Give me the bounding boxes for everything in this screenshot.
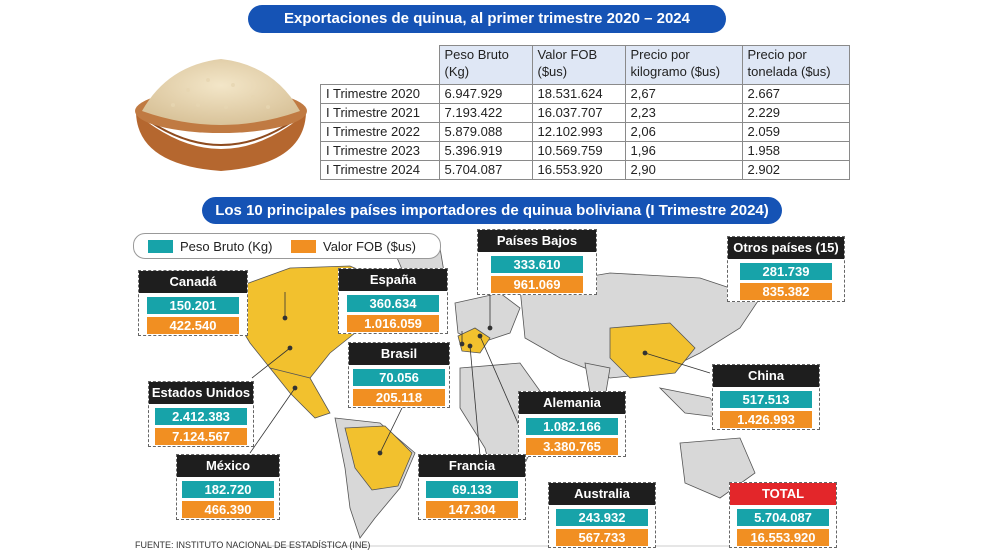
country-name: Otros países (15) [728,237,844,259]
peso-value: 70.056 [353,369,445,386]
country-box-mexico: México 182.720 466.390 [176,454,280,520]
table-cell: 2,23 [624,103,743,123]
page-title: Exportaciones de quinua, al primer trime… [248,5,726,33]
quarterly-exports-table: Peso Bruto (Kg) Valor FOB ($us) Precio p… [320,45,850,180]
table-cell: 1.958 [741,141,850,161]
valor-value: 835.382 [740,283,832,300]
valor-value: 1.426.993 [720,411,812,428]
source-note: FUENTE: INSTITUTO NACIONAL DE ESTADÍSTIC… [135,540,371,550]
country-name: México [177,455,279,477]
peso-value: 517.513 [720,391,812,408]
table-header-cell: Precio por kilogramo ($us) [624,45,743,85]
quinoa-bowl-image [135,59,307,171]
table-cell: 18.531.624 [531,84,626,104]
country-name: Australia [549,483,655,505]
peso-value: 5.704.087 [737,509,829,526]
valor-value: 147.304 [426,501,518,518]
valor-value: 3.380.765 [526,438,618,455]
table-cell: I Trimestre 2021 [320,103,440,123]
valor-value: 961.069 [491,276,583,293]
total-box: TOTAL 5.704.087 16.553.920 [729,482,837,548]
map-title: Los 10 principales países importadores d… [202,197,782,224]
valor-value: 466.390 [182,501,274,518]
table-cell: 2.667 [741,84,850,104]
country-name: Alemania [519,392,625,414]
peso-value: 1.082.166 [526,418,618,435]
country-name: China [713,365,819,387]
table-cell: 2,06 [624,122,743,142]
table-cell: 16.037.707 [531,103,626,123]
peso-value: 281.739 [740,263,832,280]
table-cell: 1,96 [624,141,743,161]
country-box-canada: Canadá 150.201 422.540 [138,270,248,336]
peso-value: 360.634 [347,295,439,312]
table-cell: 2,67 [624,84,743,104]
table-cell: 2.059 [741,122,850,142]
country-name: Francia [419,455,525,477]
table-cell: 2,90 [624,160,743,180]
table-row: I Trimestre 2023 5.396.919 10.569.759 1,… [320,141,850,161]
table-cell: 10.569.759 [531,141,626,161]
country-box-francia: Francia 69.133 147.304 [418,454,526,520]
country-box-espana: España 360.634 1.016.059 [338,268,448,334]
country-box-alemania: Alemania 1.082.166 3.380.765 [518,391,626,457]
table-cell: 5.396.919 [438,141,533,161]
peso-value: 333.610 [491,256,583,273]
table-cell: 5.704.087 [438,160,533,180]
table-row: I Trimestre 2022 5.879.088 12.102.993 2,… [320,122,850,142]
country-name: Canadá [139,271,247,293]
total-label: TOTAL [730,483,836,505]
legend-swatch-peso [148,240,173,253]
valor-value: 16.553.920 [737,529,829,546]
legend: Peso Bruto (Kg) Valor FOB ($us) [133,233,441,259]
map-china [609,322,696,379]
map-western-europe [457,327,491,354]
valor-value: 422.540 [147,317,239,334]
country-box-australia: Australia 243.932 567.733 [548,482,656,548]
valor-value: 7.124.567 [155,428,247,445]
table-cell: 2.229 [741,103,850,123]
country-box-brasil: Brasil 70.056 205.118 [348,342,450,408]
table-row: I Trimestre 2021 7.193.422 16.037.707 2,… [320,103,850,123]
table-row: I Trimestre 2020 6.947.929 18.531.624 2,… [320,84,850,104]
map-central-america [268,367,331,419]
peso-value: 182.720 [182,481,274,498]
country-box-estados-unidos: Estados Unidos 2.412.383 7.124.567 [148,381,254,447]
table-cell: 5.879.088 [438,122,533,142]
peso-value: 243.932 [556,509,648,526]
table-cell: 7.193.422 [438,103,533,123]
valor-value: 205.118 [353,389,445,406]
valor-value: 1.016.059 [347,315,439,332]
table-cell: I Trimestre 2020 [320,84,440,104]
table-header-cell: Peso Bruto (Kg) [438,45,533,85]
table-cell: 6.947.929 [438,84,533,104]
country-name: Estados Unidos [149,382,253,404]
table-cell: I Trimestre 2024 [320,160,440,180]
country-name: Brasil [349,343,449,365]
map-brazil [344,425,413,491]
peso-value: 69.133 [426,481,518,498]
country-box-otros-paises: Otros países (15) 281.739 835.382 [727,236,845,302]
table-row: I Trimestre 2024 5.704.087 16.553.920 2,… [320,160,850,180]
valor-value: 567.733 [556,529,648,546]
table-cell: 12.102.993 [531,122,626,142]
legend-label-peso: Peso Bruto (Kg) [180,239,273,254]
table-cell: I Trimestre 2022 [320,122,440,142]
table-header-cell: Precio por tonelada ($us) [741,45,850,85]
peso-value: 2.412.383 [155,408,247,425]
table-cell: I Trimestre 2023 [320,141,440,161]
country-box-china: China 517.513 1.426.993 [712,364,820,430]
table-header-cell [320,45,440,85]
legend-swatch-valor [291,240,316,253]
table-cell: 2.902 [741,160,850,180]
country-name: España [339,269,447,291]
legend-label-valor: Valor FOB ($us) [323,239,416,254]
table-cell: 16.553.920 [531,160,626,180]
country-box-paises-bajos: Países Bajos 333.610 961.069 [477,229,597,295]
table-header-row: Peso Bruto (Kg) Valor FOB ($us) Precio p… [320,45,850,85]
table-header-cell: Valor FOB ($us) [531,45,626,85]
country-name: Países Bajos [478,230,596,252]
peso-value: 150.201 [147,297,239,314]
